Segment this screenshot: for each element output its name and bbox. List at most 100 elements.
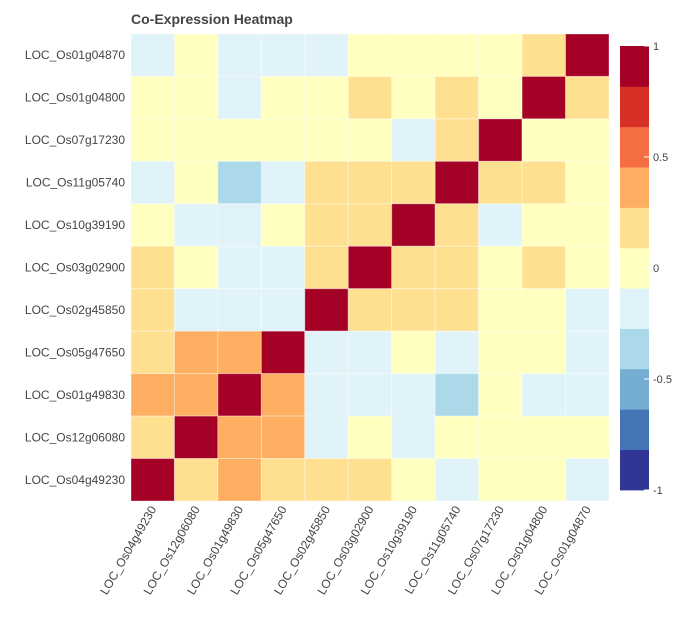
colorbar-band bbox=[620, 288, 649, 329]
heatmap-cell bbox=[217, 203, 262, 247]
heatmap-cell bbox=[478, 203, 523, 247]
colorbar-band bbox=[620, 126, 649, 168]
heatmap-cell bbox=[260, 330, 306, 375]
heatmap-cell bbox=[304, 160, 349, 205]
heatmap-cell bbox=[173, 458, 219, 502]
heatmap-cell bbox=[391, 245, 436, 290]
colorbar-band bbox=[620, 207, 649, 249]
heatmap-cell bbox=[521, 75, 567, 120]
heatmap-cell bbox=[260, 373, 306, 417]
heatmap-cell bbox=[521, 160, 567, 205]
heatmap-cell bbox=[434, 245, 480, 290]
heatmap-cell bbox=[478, 245, 523, 290]
y-tick-label: LOC_Os10g39190 bbox=[25, 218, 125, 232]
heatmap-cell bbox=[173, 415, 219, 460]
x-axis-tick-labels: LOC_Os04g49230LOC_Os12g06080LOC_Os01g498… bbox=[97, 503, 594, 597]
heatmap-cell bbox=[521, 330, 567, 375]
heatmap-cell bbox=[304, 415, 349, 460]
heatmap-cell bbox=[391, 330, 436, 375]
heatmap-cell bbox=[130, 245, 175, 290]
heatmap-cell bbox=[173, 330, 219, 375]
heatmap-cell bbox=[434, 203, 480, 247]
colorbar-tick-label: 1 bbox=[653, 41, 659, 53]
chart-title: Co-Expression Heatmap bbox=[131, 11, 293, 27]
heatmap-cell bbox=[173, 373, 219, 417]
y-tick-label: LOC_Os01g49830 bbox=[25, 388, 125, 402]
heatmap-cell bbox=[521, 288, 567, 332]
heatmap-cell bbox=[173, 75, 219, 120]
colorbar-tick-labels: 1 0.5 0 -0.5 -1 bbox=[644, 41, 672, 497]
colorbar-tick-label: -1 bbox=[653, 485, 663, 497]
heatmap-cell bbox=[565, 118, 610, 162]
heatmap-cell bbox=[260, 203, 306, 247]
heatmap-cell bbox=[434, 160, 480, 205]
heatmap-cell bbox=[130, 75, 175, 120]
heatmap-cell bbox=[347, 415, 393, 460]
heatmap-cell bbox=[304, 373, 349, 417]
heatmap-cell bbox=[130, 160, 175, 205]
heatmap-cell bbox=[347, 33, 393, 77]
heatmap-cell bbox=[260, 33, 306, 77]
heatmap-cell bbox=[217, 330, 262, 375]
heatmap-cell bbox=[217, 75, 262, 120]
heatmap-cell bbox=[565, 373, 610, 417]
heatmap-cell bbox=[304, 75, 349, 120]
heatmap-cell bbox=[217, 288, 262, 332]
heatmap-cell bbox=[304, 458, 349, 502]
heatmap-cell bbox=[565, 415, 610, 460]
colorbar-band bbox=[620, 86, 649, 128]
y-tick-label: LOC_Os01g04870 bbox=[25, 48, 125, 62]
heatmap-cell bbox=[434, 415, 480, 460]
heatmap-cell bbox=[304, 33, 349, 77]
heatmap-cell bbox=[217, 118, 262, 162]
colorbar-band bbox=[620, 409, 649, 451]
heatmap-cell bbox=[478, 118, 523, 162]
heatmap-cell bbox=[391, 75, 436, 120]
heatmap-cell bbox=[260, 415, 306, 460]
heatmap-cell bbox=[260, 458, 306, 502]
y-tick-label: LOC_Os02g45850 bbox=[25, 303, 125, 317]
heatmap-cell bbox=[434, 33, 480, 77]
colorbar-band bbox=[620, 368, 649, 410]
heatmap-cell bbox=[304, 288, 349, 332]
heatmap-cell bbox=[347, 330, 393, 375]
colorbar-band bbox=[620, 167, 649, 208]
heatmap-cell bbox=[217, 373, 262, 417]
heatmap-cell bbox=[130, 330, 175, 375]
heatmap-cell bbox=[130, 373, 175, 417]
heatmap-cell bbox=[130, 288, 175, 332]
heatmap-cell bbox=[173, 288, 219, 332]
colorbar-tick-label: 0 bbox=[653, 263, 659, 275]
heatmap-cell bbox=[521, 118, 567, 162]
heatmap-cell bbox=[478, 288, 523, 332]
heatmap-cell bbox=[304, 245, 349, 290]
heatmap-cell bbox=[260, 288, 306, 332]
heatmap-cell bbox=[304, 118, 349, 162]
heatmap-cell bbox=[434, 458, 480, 502]
heatmap-cell bbox=[130, 203, 175, 247]
heatmap-cell bbox=[347, 75, 393, 120]
heatmap-cell bbox=[478, 458, 523, 502]
heatmap-cell bbox=[217, 458, 262, 502]
heatmap-cell bbox=[173, 33, 219, 77]
y-tick-label: LOC_Os05g47650 bbox=[25, 345, 125, 359]
heatmap-cell bbox=[260, 75, 306, 120]
heatmap-cell bbox=[130, 415, 175, 460]
heatmap-cell bbox=[478, 330, 523, 375]
heatmap-cell bbox=[478, 33, 523, 77]
heatmap-cell bbox=[347, 373, 393, 417]
heatmap-cell bbox=[304, 203, 349, 247]
colorbar-band bbox=[620, 328, 649, 370]
heatmap-cell bbox=[521, 245, 567, 290]
heatmap-cell bbox=[521, 458, 567, 502]
heatmap-cell bbox=[565, 160, 610, 205]
y-tick-label: LOC_Os11g05740 bbox=[26, 176, 126, 190]
heatmap-cell bbox=[478, 373, 523, 417]
y-tick-label: LOC_Os04g49230 bbox=[25, 473, 125, 487]
heatmap-cell bbox=[391, 415, 436, 460]
heatmap-cell bbox=[521, 203, 567, 247]
heatmap-cell bbox=[565, 75, 610, 120]
heatmap-cell bbox=[173, 203, 219, 247]
heatmap-cell bbox=[434, 373, 480, 417]
heatmap-cell bbox=[565, 330, 610, 375]
